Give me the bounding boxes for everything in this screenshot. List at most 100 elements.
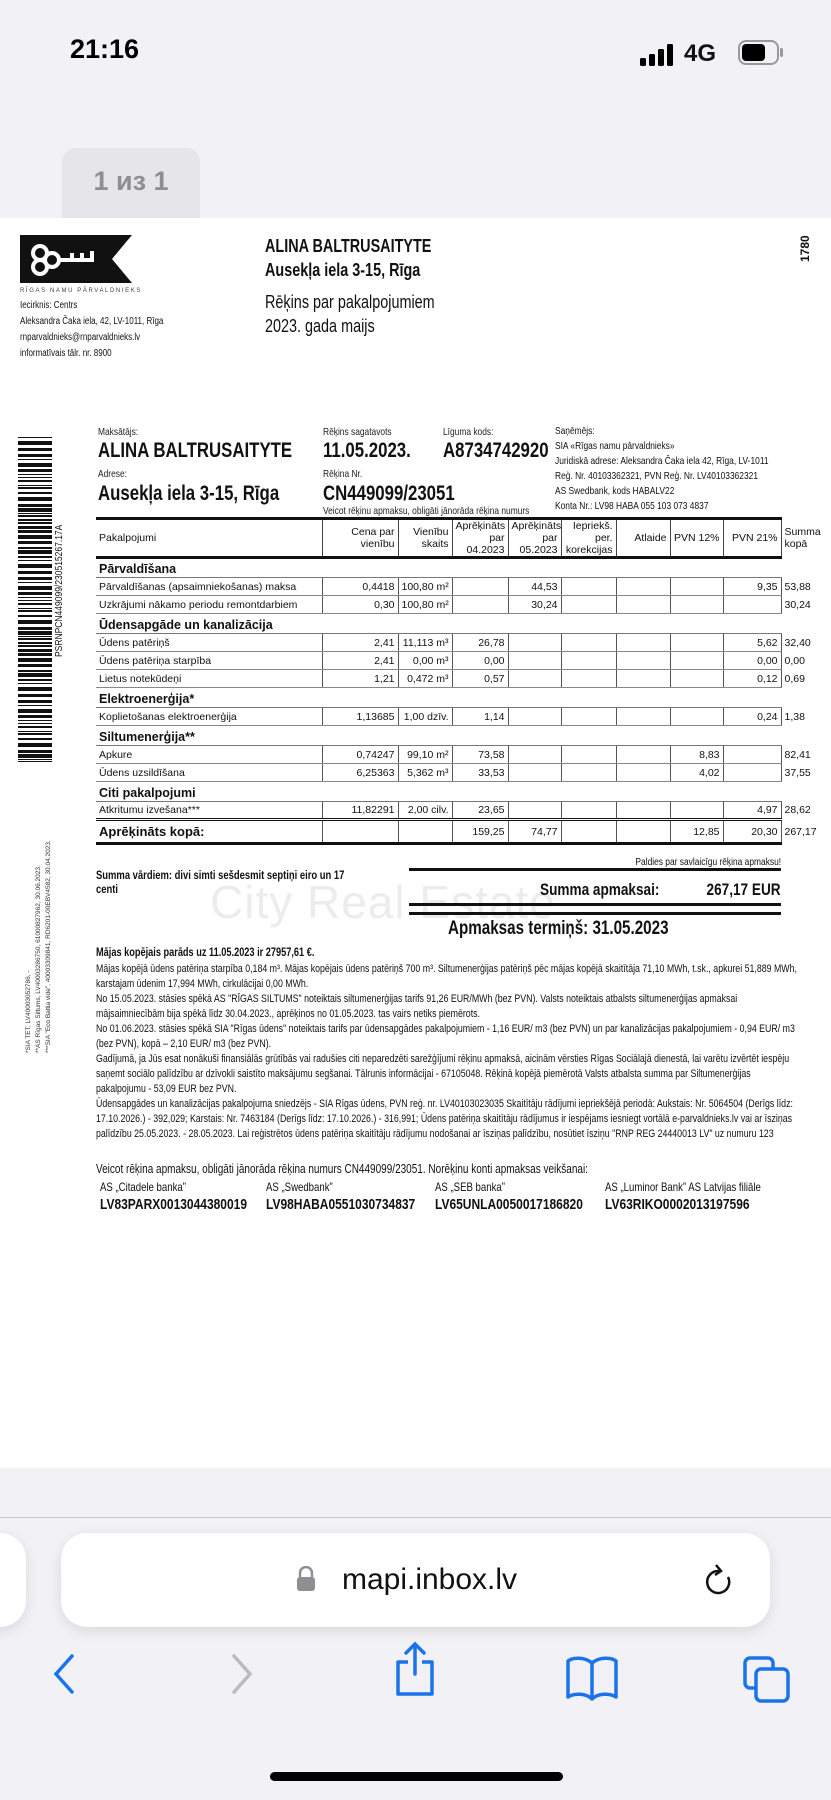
table-cell: 12,85 (670, 818, 724, 845)
table-cell: Lietus notekūdeņi (96, 669, 323, 688)
section-row: Siltumenerģija** (96, 725, 781, 746)
barcode-bar (18, 705, 52, 706)
reload-icon[interactable] (706, 1563, 736, 1599)
barcode-bar (18, 477, 52, 478)
invoice-period: 2023. gada maijs (265, 316, 375, 336)
barcode-bar (18, 642, 52, 644)
recipient-address: Ausekļa iela 3-15, Rīga (265, 260, 421, 280)
barcode-bar (18, 441, 52, 445)
home-indicator (270, 1772, 563, 1781)
battery-icon (738, 40, 783, 65)
table-cell (508, 633, 562, 652)
previous-tab-address-bar[interactable] (0, 1533, 26, 1627)
barcode-bar (18, 463, 52, 467)
table-cell (561, 745, 617, 764)
table-cell: Uzkrājumi nākamo periodu remontdarbiem (96, 595, 323, 614)
footnote: ***SIA "Eco Baltia vide", 40003309841, R… (45, 840, 52, 1053)
table-cell (670, 577, 724, 596)
footnote: *SIA TET, LV40003052786, - (25, 970, 32, 1053)
barcode-bar (18, 485, 52, 486)
issuer-email: rnparvaldnieks@rnparvaldnieks.lv (20, 332, 141, 343)
barcode-bar (18, 700, 52, 703)
column-header: Aprēķināts par 04.2023 (452, 517, 509, 559)
table-row: Ūdens patēriņa starpība 2,41 0,00 m³ 0,00 0,… (96, 651, 805, 670)
barcode-bar (18, 645, 52, 647)
issuer-district: Iecirknis: Centrs (20, 300, 78, 311)
corner-number: 1780 (798, 235, 812, 262)
table-cell (723, 745, 782, 764)
table-cell: 44,53 (508, 577, 562, 596)
table-cell: 0,00 m³ (398, 651, 453, 670)
payer-address: Ausekļa iela 3-15, Rīga (98, 482, 280, 505)
bookmarks-icon[interactable] (565, 1655, 619, 1701)
table-cell: 11,82291 (322, 801, 399, 820)
table-cell: 26,78 (452, 633, 509, 652)
barcode-bar (18, 726, 52, 728)
barcode-bar (18, 513, 52, 514)
bank-name: AS „SEB banka” (435, 1180, 505, 1194)
address-bar[interactable]: mapi.inbox.lv (61, 1533, 770, 1627)
bank-name: AS „Luminor Bank” AS Latvijas filiāle (605, 1180, 761, 1194)
barcode-bar (18, 687, 52, 691)
bank-name: AS „Swedbank” (266, 1180, 333, 1194)
prepared-date: 11.05.2023. (323, 439, 411, 462)
barcode-bar (18, 670, 52, 672)
network-type: 4G (684, 40, 717, 67)
table-cell (616, 707, 671, 726)
table-cell: 0,74247 (322, 745, 399, 764)
barcode-bar (18, 508, 52, 512)
barcode-bar (18, 550, 52, 554)
section-row: Pārvaldīšana (96, 557, 781, 578)
table-cell: 2,00 cilv. (398, 801, 453, 820)
status-bar: 21:16 4G (0, 0, 831, 95)
note: No 15.05.2023. stāsies spēkā AS "RĪGAS S… (96, 993, 738, 1020)
barcode-bar (18, 636, 52, 637)
receiver-line: AS Swedbank, kods HABALV22 (555, 485, 675, 497)
bank-account: AS „SEB banka” LV65UNLA0050017186820 (435, 1180, 620, 1214)
table-cell (616, 745, 671, 764)
table-row: Atkritumu izvešana*** 11,82291 2,00 cilv. 2… (96, 801, 811, 820)
barcode-bar (18, 522, 52, 524)
amount-label: Summa apmaksai: (540, 880, 660, 899)
table-cell: 0,00 (723, 651, 782, 670)
table-cell: 20,30 (723, 818, 782, 845)
table-cell (670, 801, 724, 820)
tabs-icon[interactable] (742, 1655, 792, 1705)
table-cell (508, 651, 562, 670)
table-cell: 11,113 m³ (398, 633, 453, 652)
address-label: Adrese: (98, 468, 127, 480)
table-cell: 8,83 (670, 745, 724, 764)
back-icon[interactable] (44, 1650, 84, 1698)
table-cell (398, 818, 453, 845)
table-cell: 9,35 (723, 577, 782, 596)
barcode-bar (18, 497, 52, 501)
share-icon[interactable] (392, 1640, 438, 1698)
url-text[interactable]: mapi.inbox.lv (341, 1563, 518, 1596)
table-cell (616, 577, 671, 596)
table-cell: Atkritumu izvešana*** (96, 801, 323, 820)
barcode-bar (18, 592, 52, 595)
total-row: Aprēķināts kopā:159,2574,7712,8520,30267… (96, 818, 817, 845)
barcode-bar (18, 759, 52, 760)
receiver-line: Konta Nr.: LV98 HABA 055 103 073 4837 (555, 500, 709, 512)
forward-icon[interactable] (222, 1650, 262, 1698)
barcode-bar (18, 761, 52, 762)
table-cell (452, 595, 509, 614)
section-row: Ūdensapgāde un kanalizācija (96, 613, 781, 634)
logo-text: RĪGAS NAMU PĀRVALDNIEKS (20, 288, 142, 294)
table-cell: 0,472 m³ (398, 669, 453, 688)
table-cell (670, 633, 724, 652)
barcode-bar (18, 454, 52, 457)
section-title: Elektroenerģija* (96, 687, 781, 708)
barcode-bar (18, 683, 52, 684)
table-cell (508, 763, 562, 782)
table-cell (616, 818, 671, 845)
note: Mājas kopējā ūdens patēriņa starpība 0,1… (96, 963, 797, 990)
contract-label: Līguma kods: (443, 426, 494, 438)
lock-icon (297, 1566, 315, 1591)
bank-iban: LV98HABA0551030734837 (266, 1196, 416, 1213)
column-header: Iepriekš. per. korekcijas (561, 517, 617, 559)
section-title: Citi pakalpojumi (96, 781, 781, 802)
